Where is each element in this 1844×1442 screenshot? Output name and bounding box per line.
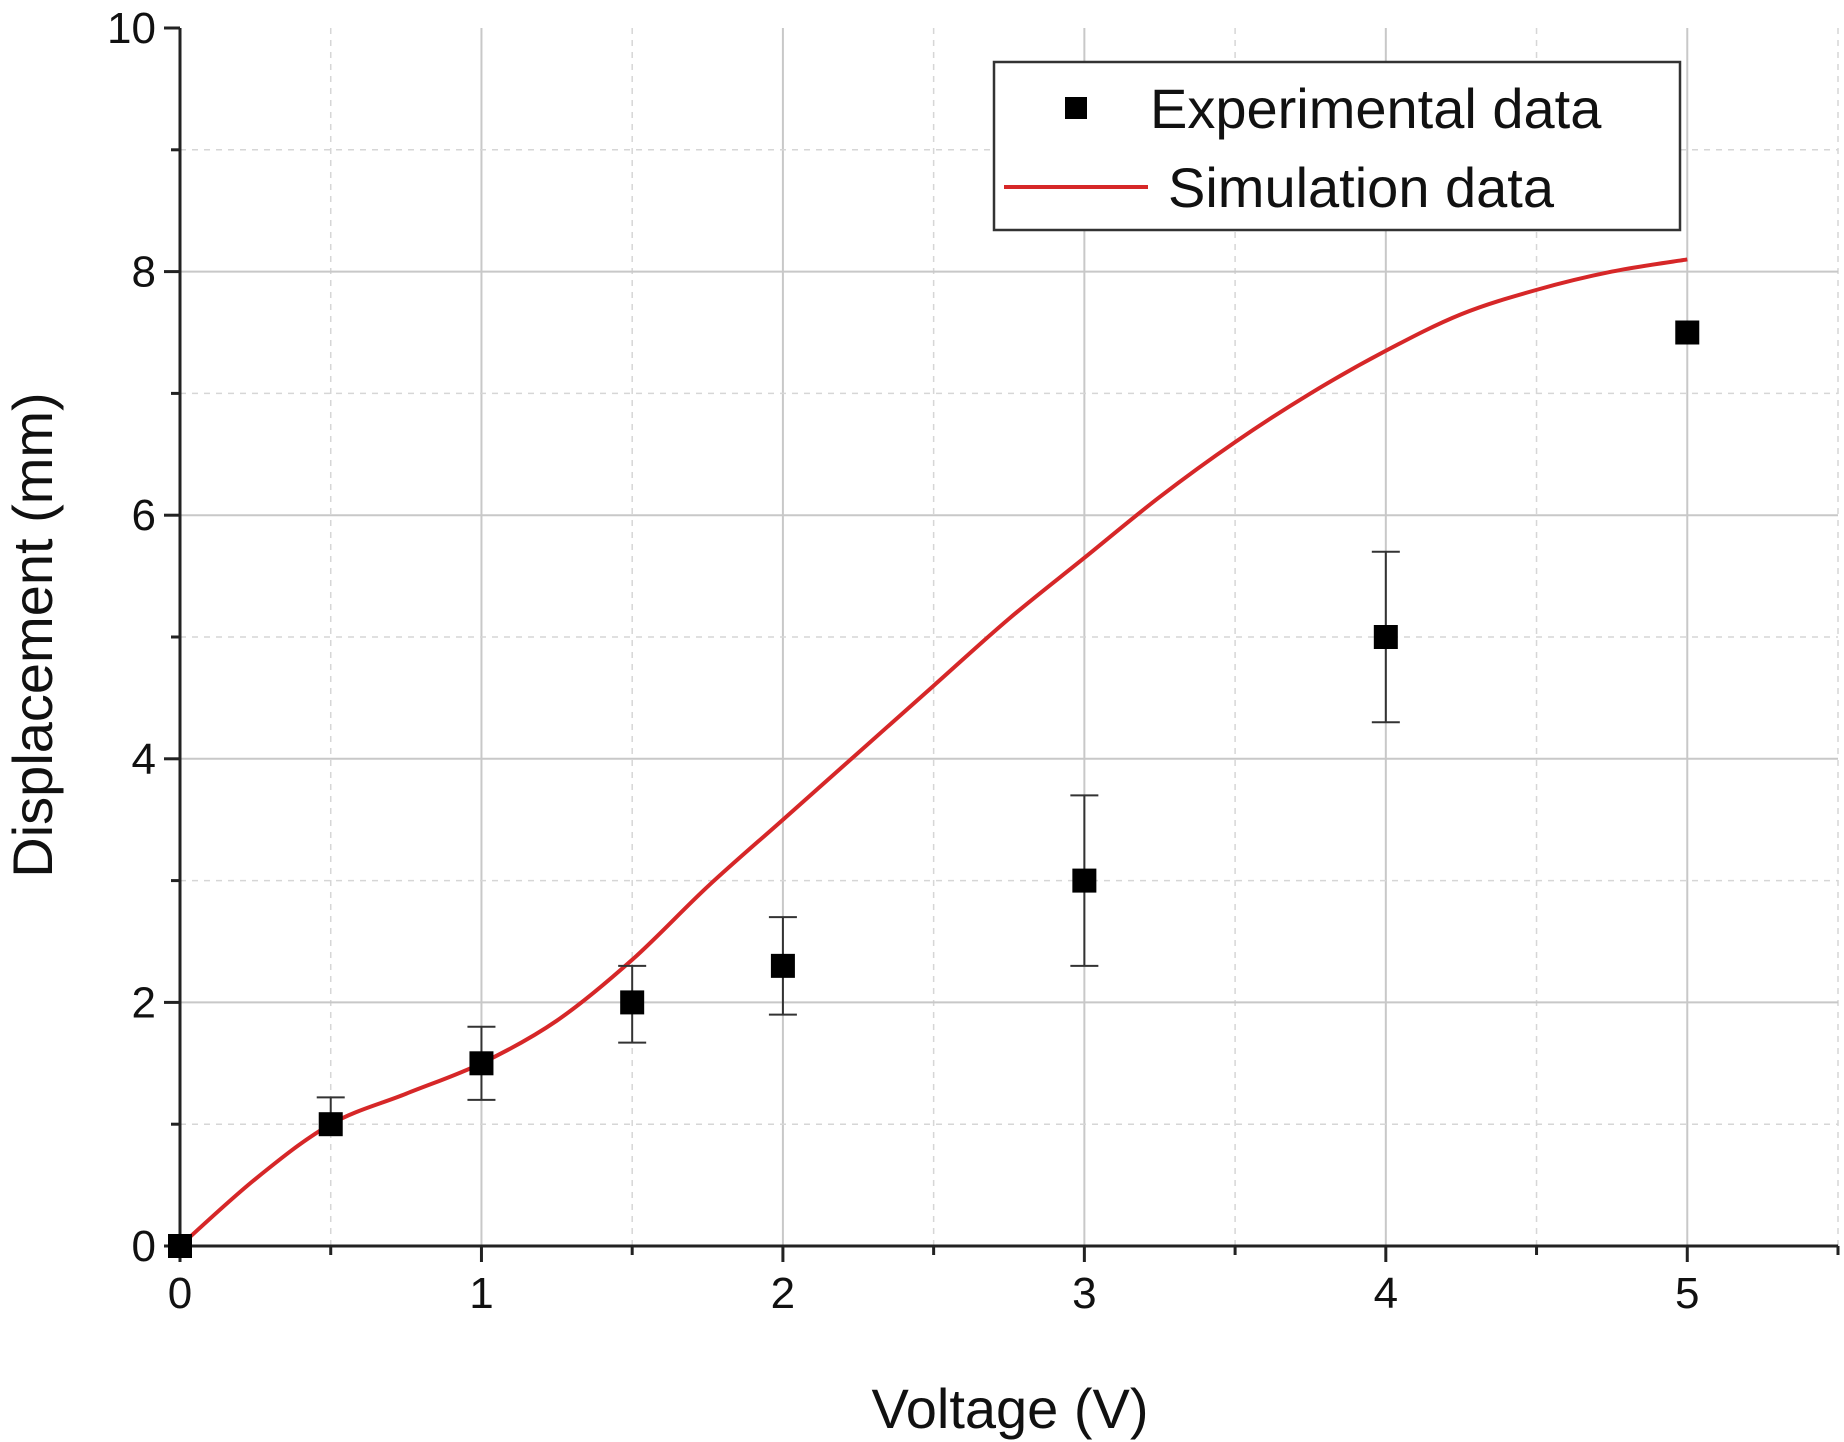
experimental-point	[770, 953, 795, 978]
experimental-point	[318, 1112, 343, 1137]
legend-marker-experimental	[1065, 97, 1087, 119]
x-tick-label: 1	[469, 1269, 493, 1318]
experimental-point	[1675, 320, 1700, 345]
axes: 0 1 2 3 4 5 0 2 4 6 8 10	[107, 4, 1840, 1318]
x-tick-label: 4	[1374, 1269, 1398, 1318]
x-tick-label: 0	[168, 1269, 192, 1318]
experimental-point	[1072, 868, 1097, 893]
y-tick-label: 8	[132, 248, 156, 297]
legend: Experimental data Simulation data	[992, 60, 1682, 232]
x-tick-label: 5	[1675, 1269, 1699, 1318]
legend-label-experimental: Experimental data	[1150, 77, 1602, 140]
y-tick-label: 0	[132, 1222, 156, 1271]
experimental-point	[620, 990, 645, 1015]
x-tick-label: 3	[1072, 1269, 1096, 1318]
simulation-line	[178, 257, 1688, 1248]
legend-box	[992, 60, 1682, 232]
x-tick-label: 2	[771, 1269, 795, 1318]
series	[168, 257, 1700, 1258]
x-axis-title: Voltage (V)	[871, 1377, 1148, 1440]
y-axis-title: Displacement (mm)	[1, 392, 64, 877]
y-tick-label: 4	[132, 735, 156, 784]
y-tick-label: 2	[132, 978, 156, 1027]
experimental-point	[1373, 625, 1398, 649]
y-tick-label: 10	[107, 4, 156, 53]
y-tick-label: 6	[132, 491, 156, 540]
legend-label-simulation: Simulation data	[1168, 156, 1555, 219]
experimental-point	[469, 1051, 494, 1076]
experimental-point	[168, 1234, 192, 1258]
